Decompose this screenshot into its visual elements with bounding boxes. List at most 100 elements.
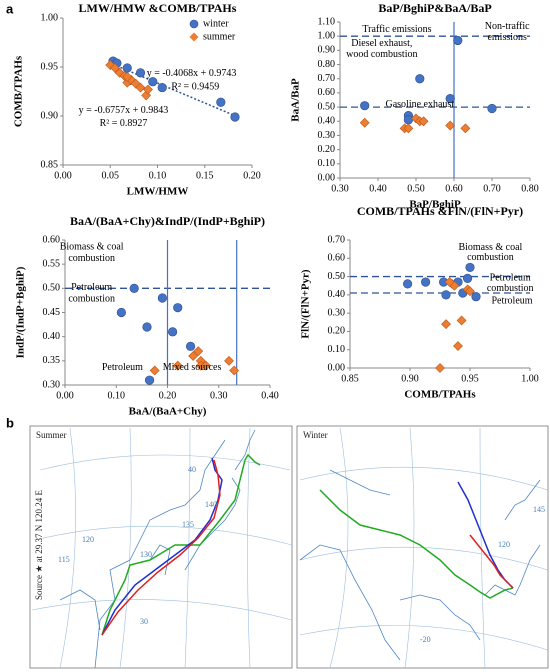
chart-title: BaP/BghiP&BaA/BaP <box>378 1 491 15</box>
annotation: Petroleum <box>71 282 112 293</box>
y-tick-label: 0.10 <box>328 344 346 355</box>
y-tick-label: 1.00 <box>41 12 59 23</box>
data-point <box>435 363 445 373</box>
y-tick-label: 0.35 <box>43 355 61 366</box>
y-tick-label: 0.20 <box>328 326 346 337</box>
source-label: Source ★ at 29.37 N 120.24 E <box>34 489 44 600</box>
x-tick-label: 0.50 <box>407 183 425 194</box>
coastline <box>299 469 541 661</box>
annotation: y = -0.4068x + 0.9743 <box>147 68 237 79</box>
grid-label: 140 <box>205 500 217 509</box>
annotation: combustion <box>68 253 115 264</box>
data-point <box>445 93 455 104</box>
x-tick-label: 0.15 <box>196 170 214 181</box>
annotation: emissions <box>487 32 527 43</box>
data-point <box>168 327 178 337</box>
data-point <box>487 103 497 114</box>
data-point <box>441 319 451 330</box>
x-tick-label: 0.60 <box>445 183 463 194</box>
data-point <box>463 273 473 284</box>
data-point <box>421 277 431 287</box>
data-point <box>172 360 183 371</box>
annotation: Petroleum <box>490 273 531 284</box>
y-tick-label: 0.10 <box>318 158 336 169</box>
data-point <box>216 97 226 107</box>
y-tick-label: 0.00 <box>328 362 346 373</box>
map-title: Summer <box>36 430 67 440</box>
data-point <box>201 360 211 371</box>
data-point <box>230 112 240 122</box>
grid-label: 40 <box>188 465 196 474</box>
x-tick-label: 0.90 <box>401 373 419 384</box>
y-axis-label: FlN/(FlN+Pyr) <box>300 269 312 339</box>
x-tick-label: 0.40 <box>261 390 279 401</box>
y-tick-label: 0.80 <box>318 59 336 70</box>
data-point <box>471 292 481 302</box>
y-tick-label: 0.55 <box>43 258 61 269</box>
annotation: Mixed sources <box>163 362 222 373</box>
x-tick-label: 0.85 <box>341 373 359 384</box>
annotation: R² = 0.8927 <box>100 118 148 129</box>
annotation: combustion <box>467 252 514 263</box>
x-tick-label: 0.70 <box>483 183 501 194</box>
annotation: y = -0.6757x + 0.9843 <box>79 105 169 116</box>
data-point <box>465 286 475 297</box>
legend-label: summer <box>203 31 236 42</box>
data-point <box>444 277 455 287</box>
y-tick-label: 0.70 <box>318 73 336 84</box>
y-axis-label: BaA/BaP <box>290 78 302 122</box>
trajectory <box>319 489 514 599</box>
grid-label: 30 <box>140 617 148 626</box>
data-point <box>188 351 199 361</box>
x-tick-label: 1.00 <box>521 373 539 384</box>
annotation: Gasoline exhaust <box>386 99 455 110</box>
y-tick-label: 0.50 <box>43 283 61 294</box>
data-point <box>122 63 132 73</box>
data-point <box>148 77 158 87</box>
y-tick-label: 0.00 <box>318 172 336 183</box>
legend-label: winter <box>203 18 229 29</box>
y-axis-label: IndP/(IndP+BghiP) <box>15 266 27 358</box>
data-point <box>149 365 160 376</box>
data-point <box>129 283 139 293</box>
data-point <box>110 63 120 73</box>
annotation: Biomass & coal <box>458 242 522 253</box>
x-tick-label: 0.80 <box>521 183 539 194</box>
x-tick-label: 0.10 <box>108 390 126 401</box>
map-title: Winter <box>303 430 328 440</box>
y-tick-label: 0.50 <box>318 101 336 112</box>
x-axis-label: BaP/BghiP <box>409 199 461 211</box>
x-tick-label: 0.00 <box>54 170 72 181</box>
annotation: wood combustion <box>346 49 417 60</box>
data-point <box>360 101 370 111</box>
x-axis-label: COMB/TPAHs <box>404 389 476 401</box>
data-point <box>445 120 456 131</box>
grid-label: 135 <box>182 520 194 529</box>
y-tick-label: 0.60 <box>43 234 61 245</box>
trajectory <box>101 459 221 636</box>
y-tick-label: 0.70 <box>328 234 346 245</box>
data-point <box>122 71 133 82</box>
x-axis-label: BaA/(BaA+Chy) <box>129 406 207 418</box>
x-tick-label: 0.20 <box>159 390 177 401</box>
data-point <box>157 82 167 93</box>
panel-label: b <box>6 415 14 430</box>
graticule <box>299 427 549 669</box>
y-tick-label: 0.45 <box>43 307 61 318</box>
data-point <box>460 123 471 134</box>
data-point <box>441 290 451 300</box>
grid-label: 145 <box>533 505 545 514</box>
y-tick-label: 0.40 <box>328 289 346 300</box>
grid-label: 120 <box>498 540 510 549</box>
annotation: combustion <box>68 294 115 305</box>
data-point <box>135 82 146 93</box>
data-point <box>453 341 463 351</box>
data-point <box>116 307 126 318</box>
data-point <box>229 365 240 376</box>
data-point <box>135 68 146 78</box>
data-point <box>143 84 153 95</box>
data-point <box>456 315 467 326</box>
x-tick-label: 0.10 <box>149 170 167 181</box>
data-point <box>193 346 204 357</box>
